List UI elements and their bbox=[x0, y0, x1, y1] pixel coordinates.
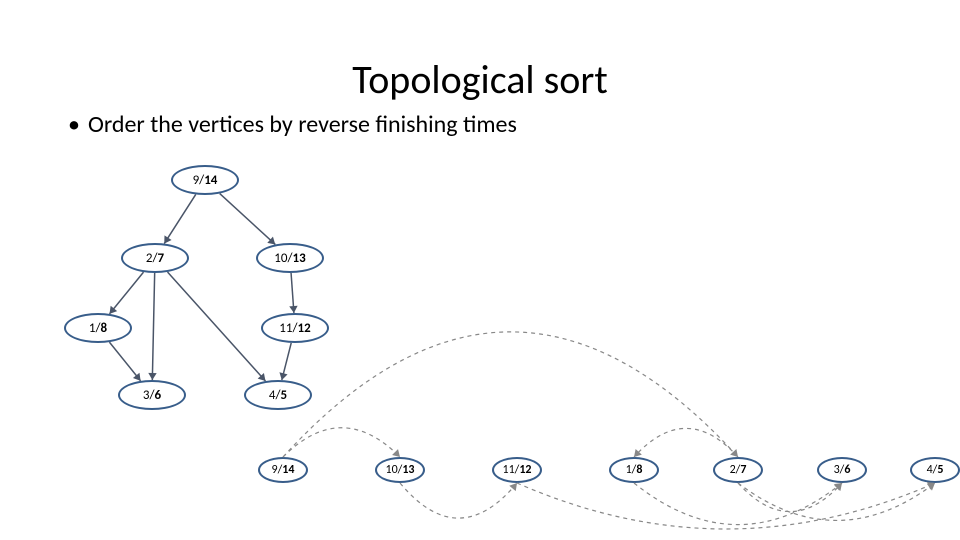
node-l914: 9/14 bbox=[258, 457, 308, 483]
bullet-text: Order the vertices by reverse finishing … bbox=[88, 110, 517, 139]
node-n18: 1/8 bbox=[64, 313, 132, 343]
bullet-line: • Order the vertices by reverse finishing… bbox=[68, 110, 517, 139]
node-n45: 4/5 bbox=[244, 380, 312, 410]
node-n27: 2/7 bbox=[121, 243, 189, 273]
node-l1013: 10/13 bbox=[375, 457, 425, 483]
node-l18: 1/8 bbox=[609, 457, 659, 483]
node-n1112: 11/12 bbox=[261, 313, 329, 343]
page-title: Topological sort bbox=[0, 55, 960, 104]
bullet-dot: • bbox=[68, 110, 80, 139]
node-l36: 3/6 bbox=[817, 457, 867, 483]
node-l1112: 11/12 bbox=[492, 457, 542, 483]
node-n36: 3/6 bbox=[118, 380, 186, 410]
node-l45: 4/5 bbox=[910, 457, 960, 483]
node-l27: 2/7 bbox=[713, 457, 763, 483]
node-n914: 9/14 bbox=[171, 165, 239, 195]
node-n1013: 10/13 bbox=[256, 243, 324, 273]
